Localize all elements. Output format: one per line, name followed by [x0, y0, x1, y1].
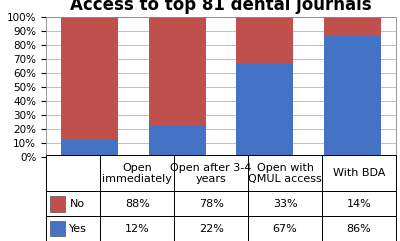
Bar	[236, 17, 293, 63]
Bar	[46, 191, 100, 216]
Bar	[248, 191, 322, 216]
Text: 33%: 33%	[273, 199, 298, 209]
Bar	[46, 155, 100, 191]
Bar	[248, 155, 322, 191]
Bar	[100, 216, 174, 241]
Text: Yes: Yes	[70, 224, 87, 234]
Bar	[50, 221, 65, 236]
Bar	[322, 155, 396, 191]
Text: Open
immediately: Open immediately	[102, 163, 172, 184]
Bar	[322, 191, 396, 216]
Bar	[322, 216, 396, 241]
Bar	[174, 191, 248, 216]
Bar	[50, 196, 65, 212]
Bar	[324, 17, 381, 36]
Text: 12%: 12%	[125, 224, 150, 234]
Text: Open with
QMUL access: Open with QMUL access	[248, 163, 322, 184]
Bar	[149, 17, 206, 126]
Text: 78%: 78%	[199, 199, 224, 209]
Bar	[100, 155, 174, 191]
Text: 22%: 22%	[199, 224, 224, 234]
Text: 14%: 14%	[347, 199, 372, 209]
Text: 67%: 67%	[273, 224, 298, 234]
Bar	[61, 17, 118, 140]
Bar	[100, 191, 174, 216]
Y-axis label: Percent: Percent	[0, 66, 1, 108]
Bar	[324, 36, 381, 157]
Text: With BDA: With BDA	[333, 168, 385, 178]
Bar	[248, 216, 322, 241]
Text: 88%: 88%	[125, 199, 150, 209]
Text: Open after 3-4
years: Open after 3-4 years	[170, 163, 252, 184]
Bar	[46, 216, 100, 241]
Title: Access to top 81 dental journals: Access to top 81 dental journals	[70, 0, 372, 14]
Text: No: No	[70, 199, 84, 209]
Bar	[61, 140, 118, 157]
Bar	[174, 155, 248, 191]
Text: 86%: 86%	[347, 224, 372, 234]
Bar	[236, 63, 293, 157]
Bar	[149, 126, 206, 157]
Bar	[174, 216, 248, 241]
